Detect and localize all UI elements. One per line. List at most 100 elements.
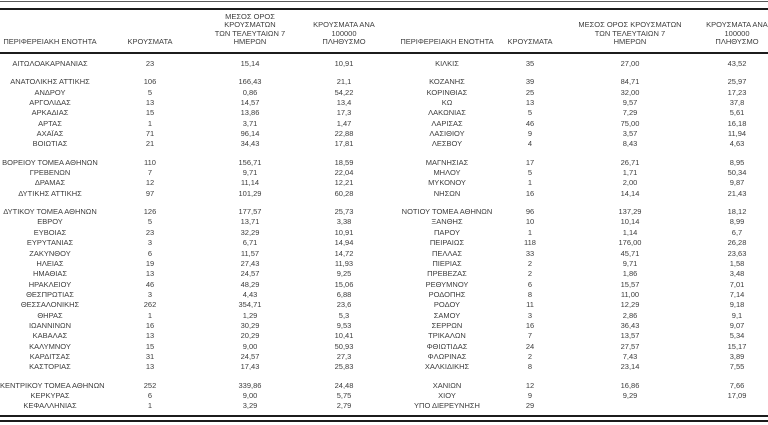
value-cell: 9,1 xyxy=(731,310,743,320)
value-cell: 71 xyxy=(145,129,155,139)
value-cell: 110 xyxy=(144,157,156,167)
value-cell: 16,86 xyxy=(620,380,640,390)
value-cell: 20,29 xyxy=(240,331,260,341)
value-cell: 8 xyxy=(527,362,533,372)
value-cell: 25 xyxy=(525,87,535,97)
value-cell: 5,61 xyxy=(729,108,745,118)
value-cell: 11,94 xyxy=(727,129,747,139)
table-row: ΒΟΙΩΤΙΑΣ 21 34,43 17,81 ΛΕΣΒΟΥ 4 8,43 4,63 xyxy=(0,139,768,149)
value-cell: 3 xyxy=(147,289,153,299)
region-name: ΕΥΒΟΙΑΣ xyxy=(33,227,67,237)
value-cell: 16,18 xyxy=(727,118,747,128)
value-cell: 9,00 xyxy=(242,341,258,351)
region-name: ΒΟΡΕΙΟΥ ΤΟΜΕΑ ΑΘΗΝΩΝ xyxy=(2,157,98,167)
header-avg7-right: ΜΕΣΟΣ ΟΡΟΣ ΚΡΟΥΣΜΑΤΩΝ ΤΩΝ ΤΕΛΕΥΤΑΙΩΝ 7 Η… xyxy=(578,20,682,47)
value-cell: 97 xyxy=(145,188,155,198)
value-cell: 176,00 xyxy=(618,238,642,248)
value-cell: 16 xyxy=(145,320,155,330)
value-cell: 24 xyxy=(525,341,535,351)
top-thin-rule xyxy=(0,1,768,2)
value-cell: 9,07 xyxy=(729,320,745,330)
value-cell: 96 xyxy=(525,207,535,217)
value-cell: 35 xyxy=(525,59,535,68)
value-cell: 24,48 xyxy=(334,380,354,390)
value-cell: 7,43 xyxy=(622,351,638,361)
value-cell: 16 xyxy=(525,188,535,198)
value-cell: 177,57 xyxy=(238,207,262,217)
value-cell: 22,04 xyxy=(334,168,354,178)
region-name: ΚΩ xyxy=(441,98,453,108)
value-cell: 1 xyxy=(147,118,153,128)
value-cell: 6,88 xyxy=(336,289,352,299)
region-name: ΑΝΑΤΟΛΙΚΗΣ ΑΤΤΙΚΗΣ xyxy=(10,77,90,87)
header-cases-left: ΚΡΟΥΣΜΑΤΑ xyxy=(127,37,173,47)
table-row: ΖΑΚΥΝΘΟΥ 6 11,57 14,72 ΠΕΛΛΑΣ 33 45,71 23,63 xyxy=(0,249,768,259)
value-cell: 9,25 xyxy=(336,269,352,279)
value-cell: 13 xyxy=(145,269,155,279)
table-row: ΓΡΕΒΕΝΩΝ 7 9,71 22,04 ΜΗΛΟΥ 5 1,71 50,34 xyxy=(0,168,768,178)
region-name: ΚΟΖΑΝΗΣ xyxy=(429,77,465,87)
value-cell: 9 xyxy=(527,390,533,400)
value-cell: 6 xyxy=(147,390,153,400)
row-group: ΔΥΤΙΚΟΥ ΤΟΜΕΑ ΑΘΗΝΩΝ 126 177,57 25,73 ΝΟΤΙΟΥ… xyxy=(0,207,768,373)
value-cell: 15,06 xyxy=(334,279,354,289)
value-cell: 3 xyxy=(527,310,533,320)
value-cell: 3 xyxy=(147,238,153,248)
region-name: ΧΙΟΥ xyxy=(438,390,456,400)
value-cell: 15 xyxy=(145,341,155,351)
region-name: ΕΥΡΥΤΑΝΙΑΣ xyxy=(26,238,74,248)
value-cell: 14,57 xyxy=(240,98,260,108)
table-row: ΒΟΡΕΙΟΥ ΤΟΜΕΑ ΑΘΗΝΩΝ 110 156,71 18,59 ΜΑΓΝΗΣ… xyxy=(0,158,768,168)
value-cell: 354,71 xyxy=(238,300,262,310)
table-row: ΚΑΒΑΛΑΣ 13 20,29 10,41 ΤΡΙΚΑΛΩΝ 7 13,57 5,34 xyxy=(0,331,768,341)
table-row: ΕΒΡΟΥ 5 13,71 3,38 ΞΑΝΘΗΣ 10 10,14 8,99 xyxy=(0,217,768,227)
value-cell xyxy=(706,401,768,411)
value-cell: 10,91 xyxy=(334,227,354,237)
value-cell: 1,86 xyxy=(622,269,638,279)
region-name: ΜΗΛΟΥ xyxy=(433,168,461,178)
value-cell: 39 xyxy=(525,77,535,87)
value-cell: 13 xyxy=(145,98,155,108)
region-name: ΚΑΣΤΟΡΙΑΣ xyxy=(29,362,71,372)
region-name: ΝΟΤΙΟΥ ΤΟΜΕΑ ΑΘΗΝΩΝ xyxy=(401,207,493,217)
region-name: ΑΧΑΪΑΣ xyxy=(36,129,64,139)
region-name: ΞΑΝΘΗΣ xyxy=(431,217,463,227)
region-name: ΑΡΓΟΛΙΔΑΣ xyxy=(29,98,71,108)
value-cell: 9,57 xyxy=(622,98,638,108)
region-name: ΧΑΝΙΩΝ xyxy=(432,380,462,390)
value-cell: 10 xyxy=(525,217,535,227)
value-cell: 14,72 xyxy=(334,248,354,258)
value-cell: 126 xyxy=(143,207,157,217)
value-cell: 1,47 xyxy=(336,118,352,128)
table-row: ΕΥΡΥΤΑΝΙΑΣ 3 6,71 14,94 ΠΕΙΡΑΙΩΣ 118 176,00 26,… xyxy=(0,238,768,248)
region-name: ΣΕΡΡΩΝ xyxy=(431,320,463,330)
value-cell: 13,86 xyxy=(240,108,260,118)
region-name: ΘΗΡΑΣ xyxy=(37,310,63,320)
value-cell: 18,59 xyxy=(334,157,354,167)
region-name: ΡΟΔΟΠΗΣ xyxy=(428,289,466,299)
value-cell: 75,00 xyxy=(620,118,640,128)
value-cell: 30,29 xyxy=(240,320,260,330)
table-row: ΔΥΤΙΚΟΥ ΤΟΜΕΑ ΑΘΗΝΩΝ 126 177,57 25,73 ΝΟΤΙΟΥ… xyxy=(0,207,768,217)
value-cell: 17,3 xyxy=(336,108,352,118)
value-cell: 21,43 xyxy=(727,188,747,198)
value-cell: 3,38 xyxy=(336,217,352,227)
value-cell: 31 xyxy=(145,351,155,361)
value-cell: 27,3 xyxy=(336,351,352,361)
value-cell: 17,23 xyxy=(727,87,747,97)
value-cell: 27,57 xyxy=(620,341,640,351)
region-name: ΛΑΣΙΘΙΟΥ xyxy=(429,129,465,139)
value-cell: 46 xyxy=(525,118,535,128)
table-row: ΘΕΣΣΑΛΟΝΙΚΗΣ 262 354,71 23,6 ΡΟΔΟΥ 11 12,29 9,1… xyxy=(0,300,768,310)
value-cell: 27,43 xyxy=(240,258,260,268)
value-cell: 7,29 xyxy=(622,108,638,118)
value-cell: 262 xyxy=(143,300,157,310)
region-name: ΡΟΔΟΥ xyxy=(433,300,461,310)
table-row: ΙΩΑΝΝΙΝΩΝ 16 30,29 9,53 ΣΕΡΡΩΝ 16 36,43 9,07 xyxy=(0,321,768,331)
region-name: ΑΡΤΑΣ xyxy=(38,118,62,128)
row-group: ΒΟΡΕΙΟΥ ΤΟΜΕΑ ΑΘΗΝΩΝ 110 156,71 18,59 ΜΑΓΝΗΣ… xyxy=(0,158,768,199)
value-cell: 3,89 xyxy=(729,351,745,361)
region-name: ΝΗΣΩΝ xyxy=(433,188,461,198)
value-cell: 15,57 xyxy=(620,279,640,289)
